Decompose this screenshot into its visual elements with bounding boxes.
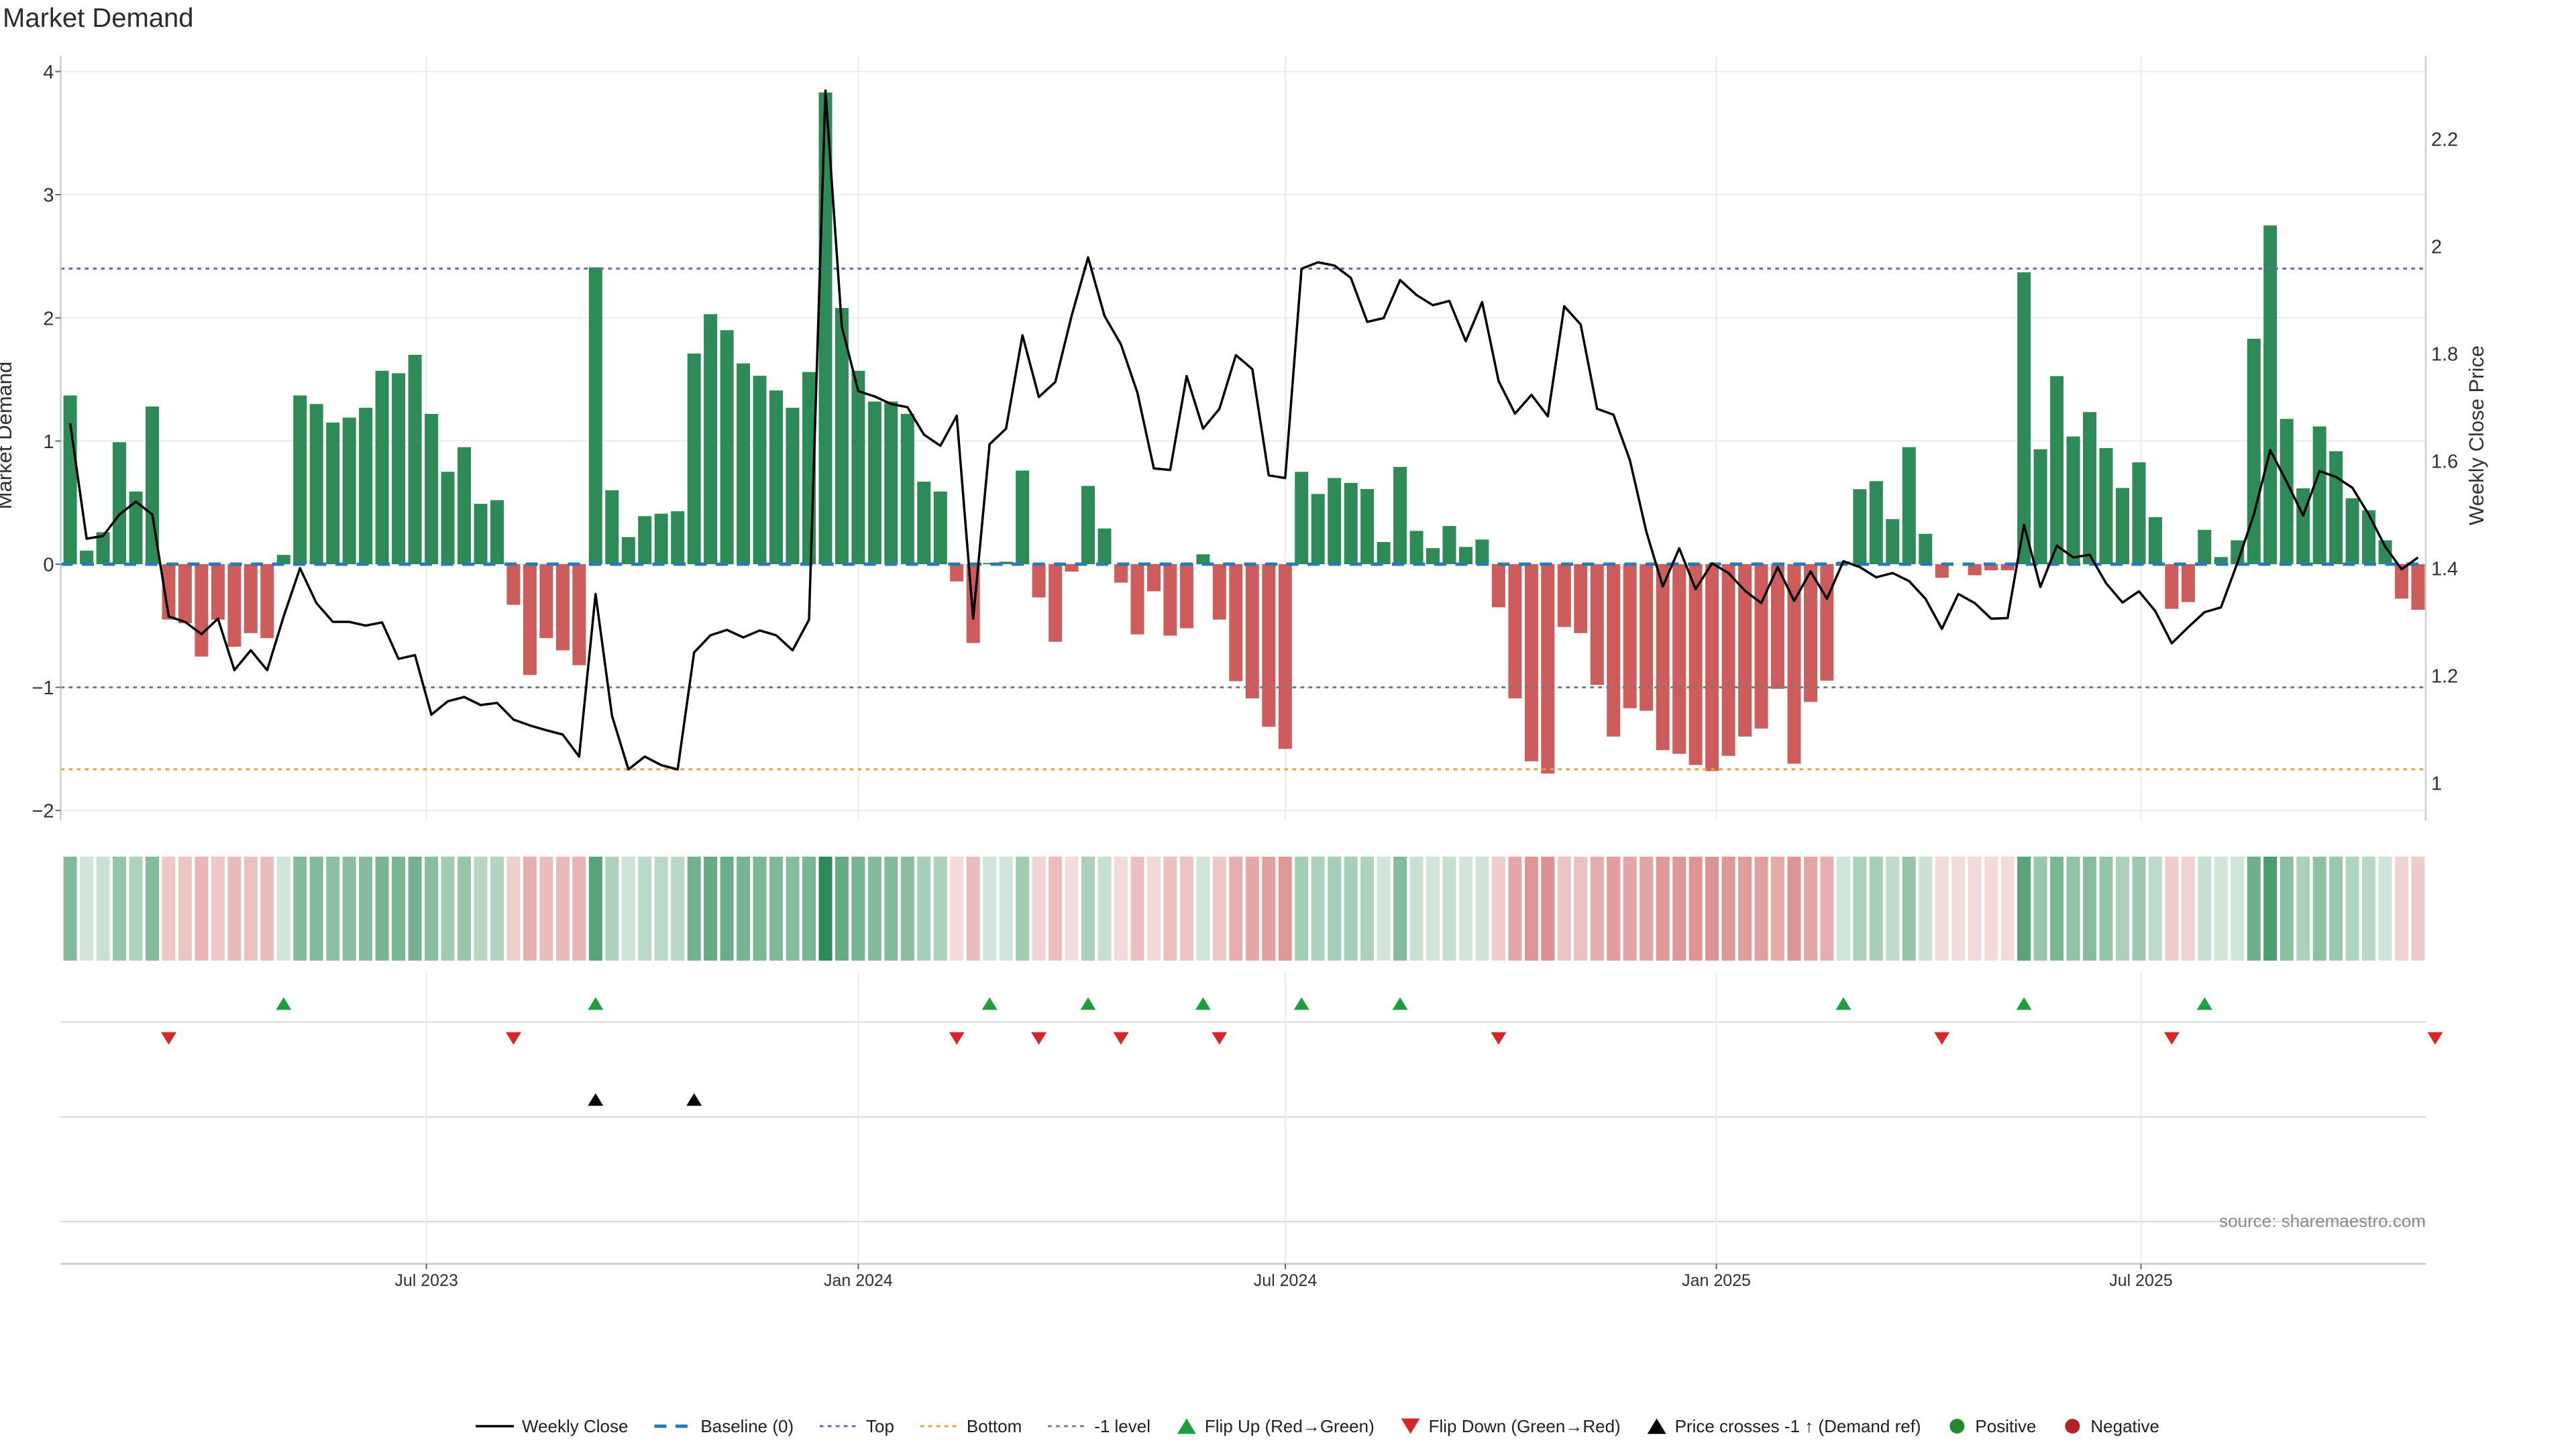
svg-text:Top: Top xyxy=(866,1416,894,1436)
svg-text:2: 2 xyxy=(2431,237,2442,258)
svg-text:source: sharemaestro.com: source: sharemaestro.com xyxy=(2219,1211,2426,1231)
svg-text:−1: −1 xyxy=(32,678,54,699)
svg-text:Negative: Negative xyxy=(2090,1416,2159,1436)
svg-text:Jul 2025: Jul 2025 xyxy=(2109,1271,2173,1290)
svg-text:Bottom: Bottom xyxy=(967,1416,1022,1436)
svg-text:Baseline (0): Baseline (0) xyxy=(700,1416,794,1436)
svg-text:Flip Down (Green→Red): Flip Down (Green→Red) xyxy=(1429,1416,1621,1436)
svg-text:0: 0 xyxy=(43,555,54,576)
svg-text:1.4: 1.4 xyxy=(2431,559,2458,580)
svg-text:1.2: 1.2 xyxy=(2431,666,2458,688)
svg-text:Jan 2025: Jan 2025 xyxy=(1682,1271,1751,1290)
svg-text:Price crosses -1 ↑ (Demand ref: Price crosses -1 ↑ (Demand ref) xyxy=(1675,1416,1921,1436)
svg-text:Weekly Close Price: Weekly Close Price xyxy=(2465,345,2488,525)
svg-text:1.8: 1.8 xyxy=(2431,344,2458,366)
svg-text:1: 1 xyxy=(2431,773,2442,795)
svg-text:Market Demand: Market Demand xyxy=(0,362,16,510)
svg-text:Flip Up (Red→Green): Flip Up (Red→Green) xyxy=(1205,1416,1375,1436)
svg-text:−2: −2 xyxy=(32,801,54,822)
svg-text:Jul 2023: Jul 2023 xyxy=(394,1271,458,1290)
svg-text:2.2: 2.2 xyxy=(2431,129,2458,151)
svg-text:1.6: 1.6 xyxy=(2431,451,2458,473)
svg-text:Jul 2024: Jul 2024 xyxy=(1254,1271,1318,1290)
svg-text:1: 1 xyxy=(43,431,54,453)
svg-text:-1 level: -1 level xyxy=(1094,1416,1150,1436)
svg-text:Weekly Close: Weekly Close xyxy=(522,1416,628,1436)
svg-text:Market Demand: Market Demand xyxy=(3,3,194,33)
svg-text:2: 2 xyxy=(43,308,54,329)
svg-text:4: 4 xyxy=(43,62,54,83)
svg-text:3: 3 xyxy=(43,185,54,207)
svg-text:Positive: Positive xyxy=(1975,1416,2036,1436)
svg-text:Jan 2024: Jan 2024 xyxy=(824,1271,893,1290)
